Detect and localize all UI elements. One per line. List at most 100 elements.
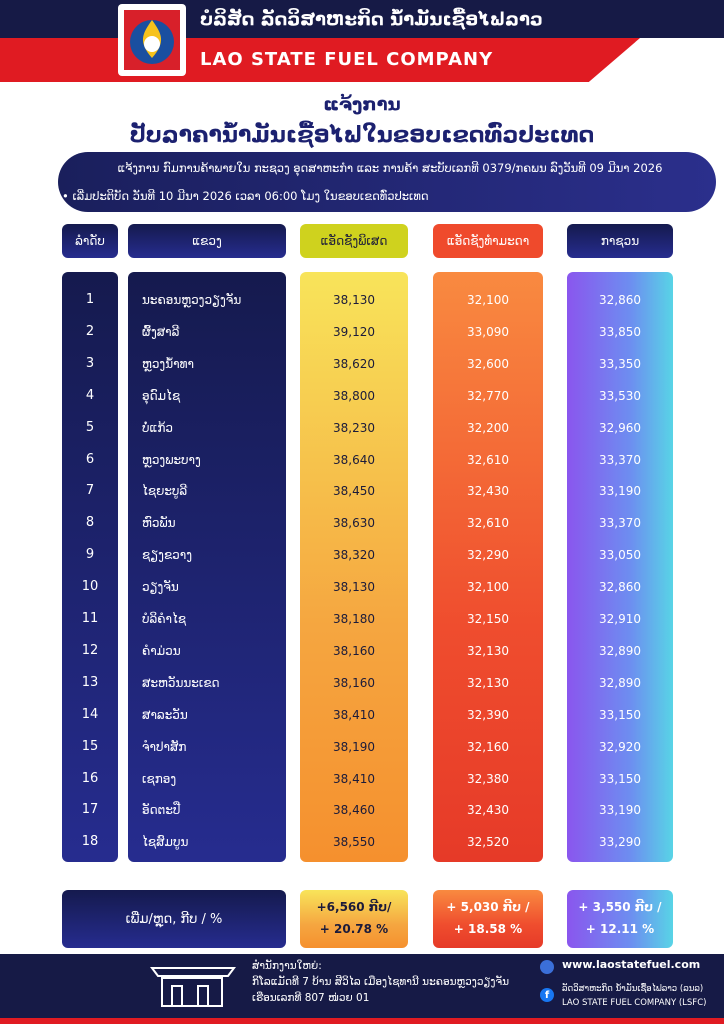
row-number: 16 bbox=[81, 770, 99, 786]
row-number: 1 bbox=[85, 292, 95, 307]
row-number: 17 bbox=[81, 802, 99, 818]
province: ສາລະວັນ bbox=[142, 707, 188, 722]
province: ວຽງຈັນ bbox=[142, 580, 179, 595]
price: 32,890 bbox=[599, 643, 641, 658]
web-icon bbox=[540, 960, 554, 974]
logo-icon bbox=[124, 10, 180, 70]
column-body bbox=[128, 272, 286, 862]
price: 39,120 bbox=[333, 324, 375, 339]
row-number: 11 bbox=[81, 611, 99, 626]
logo bbox=[118, 4, 186, 76]
price: 38,620 bbox=[333, 356, 375, 371]
province: ຜົ້ງສາລີ bbox=[142, 324, 180, 339]
price: 33,850 bbox=[599, 324, 641, 339]
price: 32,130 bbox=[467, 643, 509, 658]
province: ໄຊສົມບູນ bbox=[142, 835, 189, 850]
station-icon bbox=[150, 967, 236, 1007]
price: 32,380 bbox=[467, 771, 509, 786]
province: ນະຄອນຫຼວງວຽງຈັນ bbox=[142, 293, 242, 307]
price: 38,160 bbox=[333, 675, 375, 690]
price: 38,180 bbox=[333, 612, 375, 626]
price: 33,290 bbox=[599, 835, 641, 850]
change-cell bbox=[300, 890, 408, 948]
price: 38,160 bbox=[333, 643, 375, 658]
column-body bbox=[300, 272, 408, 862]
price: 32,200 bbox=[467, 420, 509, 435]
company-lao: ບໍລິສັດ ລັດວິສາຫະກິດ ນ້ຳມັນເຊື້ອໄຟລາວ bbox=[200, 9, 543, 30]
change-text: + 5,030 ກີບ / bbox=[446, 900, 530, 914]
province: ຫຼວງພະບາງ bbox=[142, 452, 201, 467]
row-number: 14 bbox=[81, 706, 99, 722]
price: 32,910 bbox=[599, 612, 641, 626]
notice-pill bbox=[58, 152, 716, 212]
fb-icon: f bbox=[540, 988, 554, 1002]
footer-red bbox=[0, 1018, 724, 1024]
facebook-lao: ລັດວິສາຫະກິດ ນ້ຳມັນເຊື້ອໄຟລາວ (ລນລ) bbox=[562, 984, 704, 994]
price: 33,050 bbox=[599, 548, 641, 563]
change-text: +6,560 ກີບ/ bbox=[316, 900, 392, 914]
row-number: 12 bbox=[81, 642, 99, 658]
price: 33,190 bbox=[599, 484, 641, 499]
price: 38,450 bbox=[333, 484, 375, 499]
price: 32,430 bbox=[467, 484, 509, 499]
effective: • ເລີ່ມປະຕິບັດ ວັນທີ 10 ມີນາ 2026 ເວລາ 0… bbox=[62, 189, 429, 203]
price: 33,090 bbox=[467, 324, 509, 339]
province: ອຸດົມໄຊ bbox=[142, 388, 181, 403]
price: 32,430 bbox=[467, 803, 509, 818]
notice-subtitle: ປັບລາຄານ້ຳມັນເຊື້ອໄຟໃນຂອບເຂດທົ່ວປະເທດ bbox=[129, 122, 595, 148]
price: 32,610 bbox=[467, 516, 509, 531]
change-label: ເພີ່ມ/ຫຼຸດ, ກີບ / % bbox=[125, 911, 223, 927]
row-number: 3 bbox=[85, 355, 95, 371]
province: ໄຊຍະບູລີ bbox=[142, 484, 188, 499]
price: 32,390 bbox=[467, 707, 509, 722]
province: ເຊກອງ bbox=[142, 771, 177, 786]
price: 32,610 bbox=[467, 452, 509, 467]
office-label: ສຳນັກງານໃຫຍ່: bbox=[252, 960, 322, 972]
row-number: 7 bbox=[85, 483, 95, 499]
footer-band bbox=[0, 954, 724, 1018]
price: 33,190 bbox=[599, 803, 641, 818]
change-cell bbox=[433, 890, 543, 948]
province: ບໍ່ແກ້ວ bbox=[142, 420, 174, 435]
row-number: 18 bbox=[81, 834, 99, 850]
change-text: + 18.58 % bbox=[453, 922, 523, 936]
column-body bbox=[62, 272, 118, 862]
price: 38,230 bbox=[333, 420, 375, 435]
address-2: ເຮືອນເລກທີ 807 ໜ່ວຍ 01 bbox=[252, 992, 370, 1004]
row-number: 10 bbox=[81, 579, 99, 595]
row-number: 9 bbox=[85, 547, 95, 563]
effective-text: ເລີ່ມປະຕິບັດ ວັນທີ 10 ມີນາ 2026 ເວລາ 06:… bbox=[72, 189, 429, 203]
price: 33,370 bbox=[599, 516, 641, 531]
price: 38,130 bbox=[333, 580, 375, 595]
province: ສະຫວັນນະເຂດ bbox=[142, 675, 220, 690]
row-number: 4 bbox=[85, 387, 95, 403]
price: 38,550 bbox=[333, 835, 375, 850]
province: ຫຼວງນ້ຳທາ bbox=[142, 356, 194, 371]
price: 38,130 bbox=[333, 293, 375, 307]
price: 32,770 bbox=[467, 388, 509, 403]
price: 33,530 bbox=[599, 388, 641, 403]
change-text: + 3,550 ກີບ / bbox=[578, 900, 662, 914]
price: 32,520 bbox=[467, 835, 509, 850]
price: 32,290 bbox=[467, 548, 509, 563]
price: 32,160 bbox=[467, 739, 509, 754]
change-cell bbox=[567, 890, 673, 948]
row-number: 8 bbox=[85, 515, 95, 531]
row-number: 6 bbox=[85, 451, 95, 467]
row-number: 2 bbox=[85, 323, 95, 339]
price: 32,150 bbox=[467, 612, 509, 626]
row-number: 13 bbox=[81, 674, 99, 690]
header-cell: ແຂວງ bbox=[128, 224, 286, 258]
row-number: 5 bbox=[85, 419, 95, 435]
price: 32,860 bbox=[599, 580, 641, 595]
price: 33,370 bbox=[599, 452, 641, 467]
address-1: ກິໂລແມັດທີ 7 ບ້ານ ສີວິໄລ ເມືອງໄຊທານີ ນະຄ… bbox=[252, 976, 509, 988]
reference: ແຈ້ງການ ກົມການຄ້າພາຍໃນ ກະຊວງ ອຸດສາຫະກຳ ແ… bbox=[117, 161, 663, 175]
price: 32,100 bbox=[467, 580, 509, 595]
price: 38,410 bbox=[333, 707, 375, 722]
province: ຫົວພັນ bbox=[142, 516, 176, 531]
price: 38,460 bbox=[333, 803, 375, 818]
price: 32,130 bbox=[467, 675, 509, 690]
company-en: LAO STATE FUEL COMPANY bbox=[200, 49, 494, 70]
